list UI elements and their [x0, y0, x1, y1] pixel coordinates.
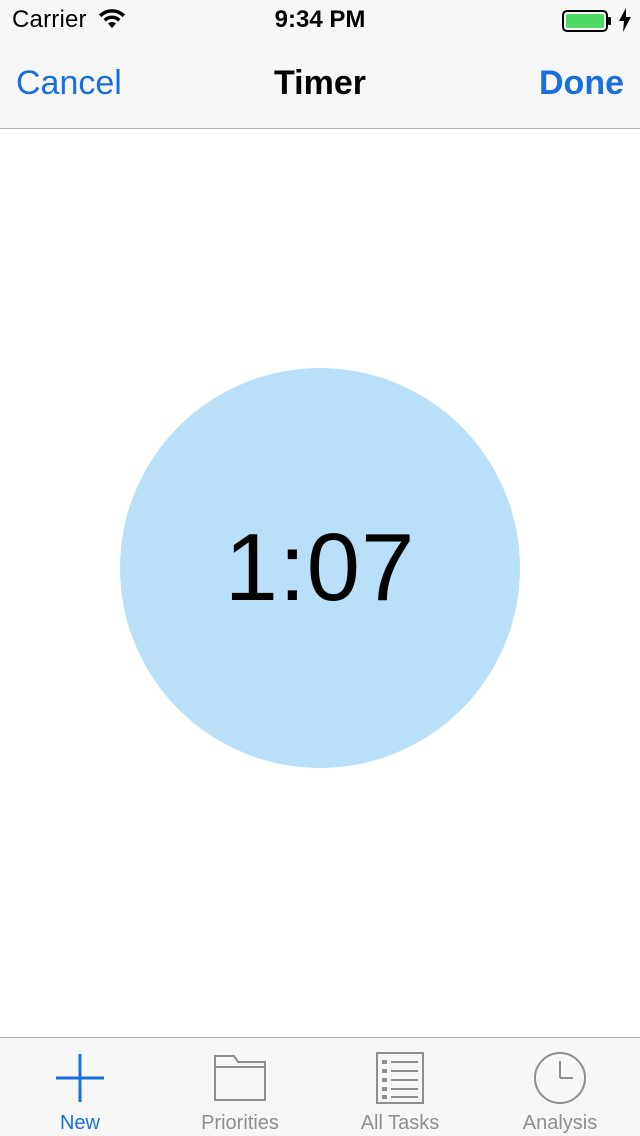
charging-bolt-icon [619, 8, 631, 32]
page-title: Timer [274, 64, 366, 102]
tab-all-tasks[interactable]: All Tasks [320, 1038, 480, 1136]
carrier-label: Carrier [12, 6, 87, 33]
timer-value: 1:07 [224, 514, 416, 621]
battery-icon [562, 10, 611, 32]
folder-icon [214, 1055, 266, 1101]
cancel-button[interactable]: Cancel [16, 64, 122, 102]
plus-icon [56, 1054, 104, 1102]
tab-label-priorities: Priorities [201, 1112, 279, 1134]
tab-priorities[interactable]: Priorities [160, 1038, 320, 1136]
wifi-icon [99, 9, 125, 28]
list-icon [376, 1052, 424, 1104]
status-time: 9:34 PM [274, 6, 366, 33]
done-button[interactable]: Done [539, 64, 624, 102]
tab-label-new: New [59, 1112, 100, 1134]
navigation-bar: Cancel Timer Done [0, 40, 640, 128]
tab-label-analysis: Analysis [522, 1112, 598, 1134]
tab-bar: New Priorities All Ta [0, 1037, 640, 1136]
top-chrome: Carrier 9:34 PM Cancel Timer Done [0, 0, 640, 129]
tab-analysis[interactable]: Analysis [480, 1038, 640, 1136]
timer-circle[interactable]: 1:07 [120, 368, 520, 768]
tab-label-all-tasks: All Tasks [360, 1112, 440, 1134]
clock-icon [534, 1052, 586, 1104]
status-bar: Carrier 9:34 PM [0, 0, 640, 40]
tab-new[interactable]: New [0, 1038, 160, 1136]
